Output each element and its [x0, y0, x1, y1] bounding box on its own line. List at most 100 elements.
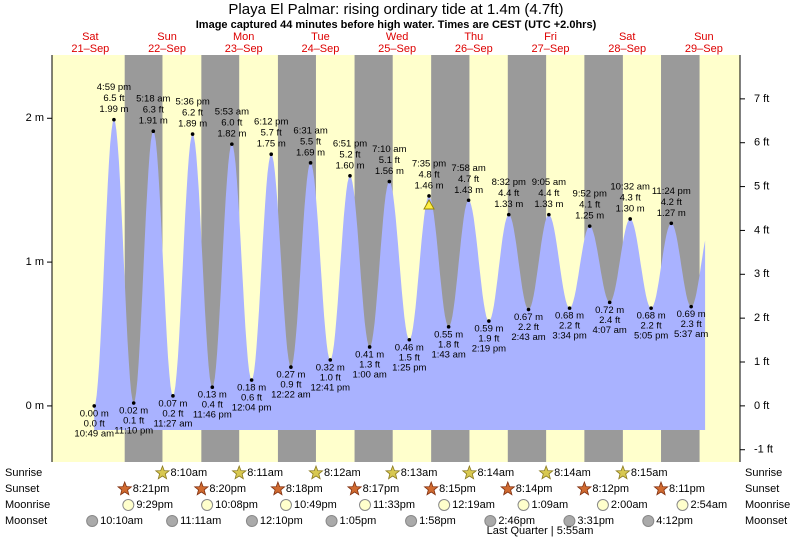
- extreme-feet: 0.2 ft: [162, 408, 183, 419]
- extreme-meters: 1.60 m: [335, 160, 364, 171]
- sun-icon: [346, 480, 363, 496]
- extreme-meters: 1.82 m: [217, 129, 246, 140]
- day-date: 28–Sep: [608, 43, 646, 55]
- extreme-time: 5:53 am: [215, 107, 249, 118]
- extreme-time: 3:34 pm: [552, 331, 586, 342]
- extreme-time: 11:10 pm: [114, 426, 153, 437]
- current-marker: [423, 198, 435, 210]
- extreme-time: 10:49 am: [74, 428, 114, 439]
- extreme-feet: 6.3 ft: [143, 105, 164, 116]
- moonset-icon: [86, 515, 99, 527]
- moonset-icon: [325, 515, 338, 527]
- day-name: Sun: [157, 31, 177, 43]
- extreme-time: 1:43 am: [431, 349, 465, 360]
- extreme-dot: [131, 401, 136, 405]
- row-time: 3:31pm: [577, 515, 614, 527]
- row-time: 8:14am: [477, 467, 514, 479]
- extreme-meters: 0.59 m: [474, 324, 503, 335]
- extreme-feet: 0.1 ft: [123, 416, 144, 427]
- row-time: 8:20pm: [209, 483, 246, 495]
- extreme-dot: [230, 142, 234, 146]
- row-label-right: Moonrise: [745, 499, 790, 511]
- extreme-meters: 0.00 m: [80, 408, 109, 419]
- moon-phase: Last Quarter | 5:55am: [487, 525, 594, 537]
- sun-icon: [193, 480, 210, 496]
- extreme-time: 5:36 pm: [175, 97, 209, 108]
- row-time: 1:09am: [532, 499, 569, 511]
- extreme-meters: 1.33 m: [534, 199, 563, 210]
- y2-tick-label: 3 ft: [754, 268, 769, 280]
- extreme-time: 4:59 pm: [97, 82, 131, 93]
- tide-area: [94, 119, 706, 430]
- extreme-time: 1:25 pm: [392, 362, 426, 373]
- extreme-meters: 1.25 m: [575, 211, 604, 222]
- extreme-meters: 0.41 m: [355, 349, 384, 360]
- extreme-meters: 0.02 m: [119, 406, 148, 417]
- y2-tick-label: 5 ft: [754, 180, 769, 192]
- extreme-feet: 4.3 ft: [620, 192, 641, 203]
- sun-icon: [500, 480, 516, 496]
- day-name: Sat: [82, 31, 99, 43]
- day-name: Sun: [694, 31, 714, 43]
- extreme-feet: 6.0 ft: [221, 118, 242, 129]
- row-label-right: Moonset: [745, 515, 787, 527]
- moonset-icon: [245, 515, 258, 527]
- extreme-feet: 5.7 ft: [261, 128, 282, 139]
- extreme-feet: 2.3 ft: [681, 319, 702, 330]
- day-name: Fri: [544, 31, 557, 43]
- extreme-feet: 0.9 ft: [280, 380, 301, 391]
- extreme-feet: 0.0 ft: [84, 418, 105, 429]
- extreme-dot: [210, 385, 215, 390]
- y-tick-label: 1 m: [26, 256, 44, 268]
- extreme-time: 7:35 pm: [412, 158, 446, 169]
- extreme-dot: [112, 117, 116, 122]
- moonset-icon: [484, 515, 497, 527]
- extreme-dot: [649, 306, 653, 310]
- extreme-meters: 1.30 m: [616, 203, 645, 214]
- row-time: 8:11pm: [669, 483, 705, 495]
- extreme-meters: 0.72 m: [595, 305, 624, 316]
- extreme-meters: 0.69 m: [677, 309, 706, 320]
- extreme-meters: 0.67 m: [514, 312, 543, 323]
- extreme-dot: [92, 404, 97, 408]
- day-name: Wed: [386, 31, 408, 43]
- extreme-dot: [446, 325, 451, 329]
- extreme-meters: 1.46 m: [414, 180, 443, 191]
- extreme-time: 5:18 am: [136, 94, 170, 105]
- y-tick-label: 2 m: [26, 112, 44, 124]
- extreme-time: 1:00 am: [352, 369, 386, 380]
- extreme-feet: 5.1 ft: [379, 155, 400, 166]
- row-label-right: Sunset: [745, 483, 779, 495]
- day-date: 27–Sep: [532, 43, 570, 55]
- extreme-dot: [689, 304, 693, 309]
- row-label: Sunrise: [5, 467, 42, 479]
- moonset-icon: [405, 515, 418, 527]
- day-name: Mon: [233, 31, 254, 43]
- extreme-meters: 0.27 m: [276, 370, 305, 381]
- y-tick-label: 0 m: [26, 400, 44, 412]
- extreme-feet: 1.3 ft: [359, 359, 380, 370]
- extreme-meters: 0.13 m: [198, 390, 227, 401]
- sun-icon: [461, 464, 478, 480]
- row-time: 8:11am: [247, 467, 283, 479]
- extreme-feet: 0.6 ft: [241, 393, 262, 404]
- sun-icon: [308, 464, 324, 480]
- row-time: 1:05pm: [340, 515, 377, 527]
- y2-tick-label: 6 ft: [754, 137, 769, 149]
- sun-icon: [615, 464, 631, 480]
- day-name: Sat: [619, 31, 636, 43]
- row-time: 10:49pm: [294, 499, 337, 511]
- extreme-dot: [567, 306, 572, 310]
- moonrise-icon: [359, 499, 372, 511]
- extreme-time: 2:19 pm: [472, 344, 506, 355]
- extreme-time: 2:43 am: [511, 332, 545, 343]
- extreme-dot: [487, 319, 491, 323]
- row-time: 2:46pm: [498, 515, 535, 527]
- moonset-icon: [166, 515, 179, 527]
- extreme-dot: [308, 161, 313, 165]
- sun-icon: [576, 480, 593, 496]
- chart-subtitle: Image captured 44 minutes before high wa…: [196, 19, 597, 31]
- extreme-dot: [407, 337, 412, 342]
- extreme-dot: [587, 224, 592, 228]
- extreme-feet: 6.2 ft: [182, 108, 203, 119]
